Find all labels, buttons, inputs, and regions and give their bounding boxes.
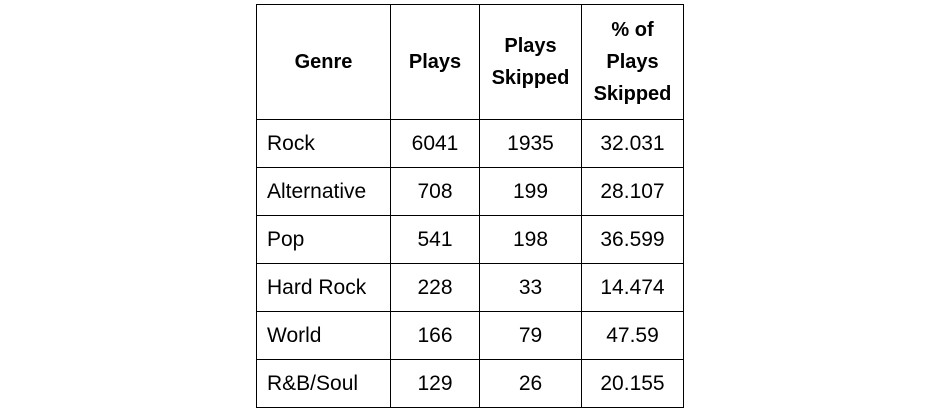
plays-skipped-cell: 199	[479, 167, 582, 216]
plays-skipped-cell: 1935	[479, 119, 582, 168]
header-plays-skipped-line-2: Skipped	[491, 67, 570, 89]
header-plays-skipped-line-1: Plays	[504, 35, 557, 57]
plays-skipped-cell: 33	[479, 263, 582, 312]
table-row: World 166 79 47.59	[256, 311, 684, 360]
genre-cell: Hard Rock	[256, 263, 391, 312]
genre-cell: Rock	[256, 119, 391, 168]
table-row: R&B/Soul 129 26 20.155	[256, 359, 684, 408]
genre-cell: R&B/Soul	[256, 359, 391, 408]
header-percent-skipped-line-1: % of	[611, 19, 654, 41]
header-percent-skipped-line-2: Plays	[606, 51, 659, 73]
table-row: Hard Rock 228 33 14.474	[256, 263, 684, 312]
plays-cell: 228	[390, 263, 480, 312]
percent-skipped-cell: 32.031	[581, 119, 684, 168]
plays-skipped-cell: 198	[479, 215, 582, 264]
genre-cell: Pop	[256, 215, 391, 264]
header-percent-skipped-line-3: Skipped	[593, 83, 672, 105]
header-genre: Genre	[256, 4, 391, 120]
percent-skipped-cell: 28.107	[581, 167, 684, 216]
genre-plays-table: Genre Plays Plays Skipped % of Plays Ski…	[256, 4, 684, 408]
table-row: Pop 541 198 36.599	[256, 215, 684, 264]
plays-cell: 129	[390, 359, 480, 408]
plays-cell: 6041	[390, 119, 480, 168]
plays-skipped-cell: 79	[479, 311, 582, 360]
percent-skipped-cell: 47.59	[581, 311, 684, 360]
header-percent-skipped: % of Plays Skipped	[581, 4, 684, 120]
genre-cell: World	[256, 311, 391, 360]
plays-cell: 166	[390, 311, 480, 360]
table-row: Rock 6041 1935 32.031	[256, 119, 684, 168]
percent-skipped-cell: 36.599	[581, 215, 684, 264]
table-header-row: Genre Plays Plays Skipped % of Plays Ski…	[256, 4, 684, 120]
plays-cell: 708	[390, 167, 480, 216]
genre-cell: Alternative	[256, 167, 391, 216]
header-plays-skipped: Plays Skipped	[479, 4, 582, 120]
percent-skipped-cell: 14.474	[581, 263, 684, 312]
percent-skipped-cell: 20.155	[581, 359, 684, 408]
header-plays: Plays	[390, 4, 480, 120]
table-row: Alternative 708 199 28.107	[256, 167, 684, 216]
plays-cell: 541	[390, 215, 480, 264]
plays-skipped-cell: 26	[479, 359, 582, 408]
